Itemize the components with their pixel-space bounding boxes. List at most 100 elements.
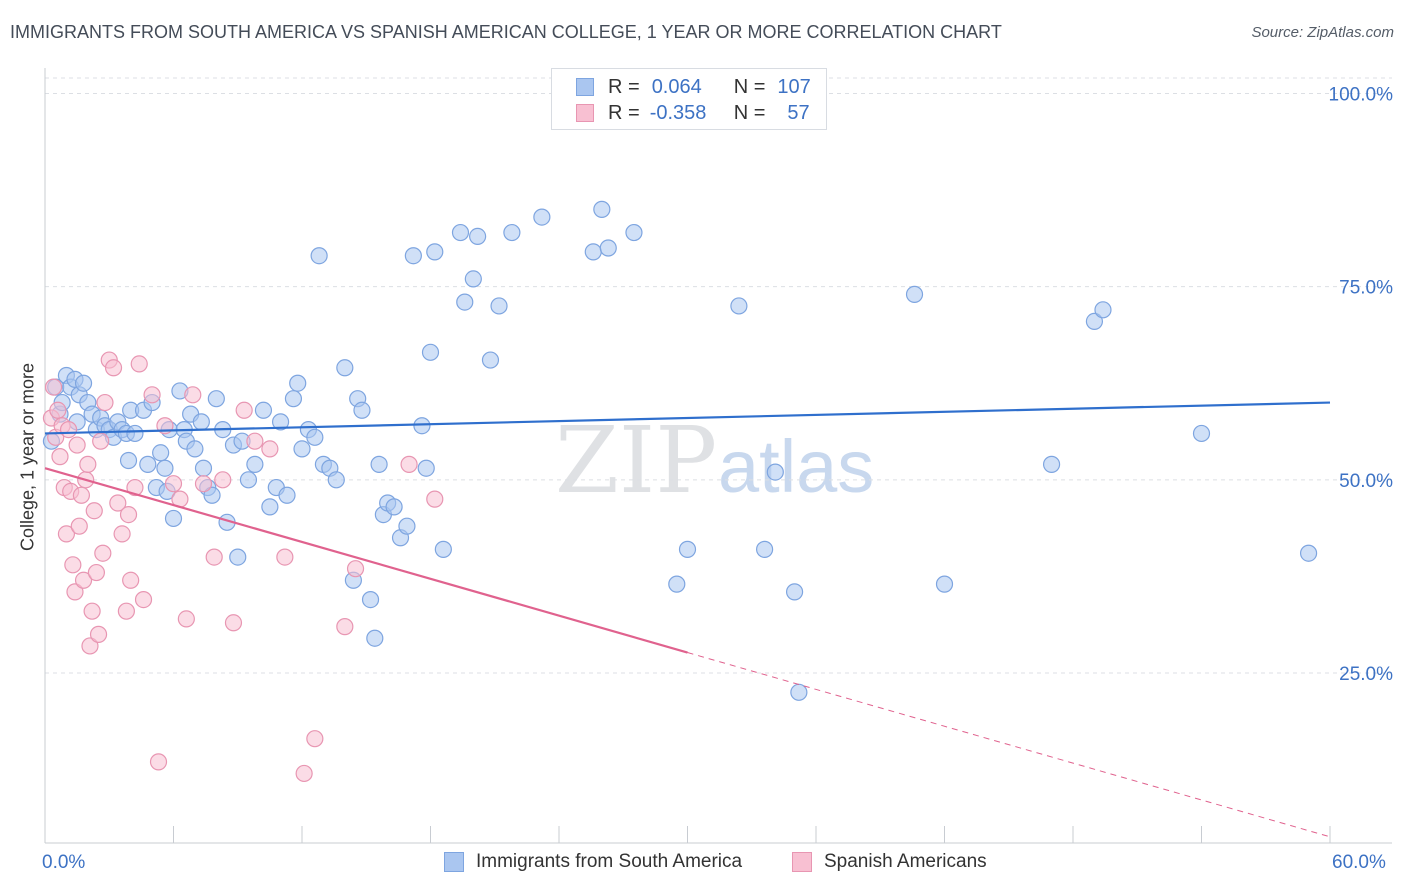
source-credit: Source: ZipAtlas.com	[1251, 24, 1394, 41]
point-south-america	[593, 200, 611, 218]
point-south-america	[678, 540, 697, 558]
point-south-america	[533, 208, 551, 226]
point-south-america	[584, 243, 602, 261]
series-name: Spanish Americans	[824, 851, 987, 872]
trendline-spanish-americans-dashed	[687, 652, 1331, 838]
point-south-america	[278, 486, 296, 504]
point-south-america	[119, 451, 138, 470]
point-south-america	[353, 401, 371, 419]
point-south-america	[421, 343, 440, 361]
point-spanish-americans	[51, 448, 69, 466]
point-spanish-americans	[306, 730, 324, 748]
point-spanish-americans	[346, 560, 365, 578]
point-south-america	[451, 223, 470, 242]
y-axis-label: College, 1 year or more	[17, 362, 38, 552]
point-spanish-americans	[134, 590, 153, 609]
legend-r-label: R =	[608, 75, 640, 98]
point-south-america	[935, 575, 954, 593]
y-tick-label: 25.0%	[1339, 664, 1393, 685]
point-south-america	[254, 401, 273, 419]
point-spanish-americans	[83, 602, 101, 620]
point-spanish-americans	[295, 764, 313, 783]
point-south-america	[434, 540, 452, 558]
point-south-america	[426, 243, 444, 261]
point-spanish-americans	[224, 614, 243, 632]
point-south-america	[599, 239, 617, 257]
legend-r-label: R =	[608, 101, 640, 124]
legend-n-value: 57	[787, 101, 810, 124]
x-tick-label-min: 0.0%	[42, 852, 86, 873]
trendline-spanish-americans	[44, 467, 688, 654]
point-south-america	[246, 455, 264, 473]
series-legend-south-america: Immigrants from South America	[444, 851, 742, 873]
point-spanish-americans	[113, 525, 131, 543]
point-spanish-americans	[92, 432, 110, 450]
watermark-atlas: atlas	[718, 425, 874, 508]
point-spanish-americans	[235, 401, 253, 419]
point-spanish-americans	[184, 386, 202, 404]
point-south-america	[203, 486, 221, 504]
point-south-america	[310, 247, 328, 265]
point-spanish-americans	[246, 432, 264, 450]
point-spanish-americans	[143, 386, 161, 404]
point-south-america	[1085, 312, 1104, 331]
point-south-america	[74, 374, 93, 392]
point-south-america	[261, 498, 279, 516]
point-spanish-americans	[85, 502, 103, 520]
point-south-america	[668, 575, 686, 593]
point-south-america	[126, 424, 144, 443]
point-south-america	[284, 390, 303, 408]
point-south-america	[139, 455, 157, 473]
point-south-america	[1042, 455, 1061, 473]
point-spanish-americans	[57, 525, 76, 543]
point-spanish-americans	[194, 475, 213, 493]
point-south-america	[192, 413, 210, 431]
point-south-america	[229, 548, 247, 566]
point-south-america	[327, 471, 345, 489]
point-south-america	[404, 247, 422, 265]
legend-row-spanish-americans: R = -0.358 N = 57	[576, 101, 810, 125]
point-south-america	[730, 297, 748, 315]
point-south-america	[1094, 301, 1112, 319]
point-spanish-americans	[59, 420, 78, 439]
legend-n-value: 107	[777, 75, 811, 98]
point-south-america	[361, 590, 380, 609]
point-spanish-americans	[126, 478, 144, 497]
legend-swatch-blue	[576, 78, 594, 96]
point-south-america	[156, 459, 174, 477]
series-swatch-pink	[792, 852, 812, 872]
x-tick-label-max: 60.0%	[1332, 852, 1386, 873]
point-spanish-americans	[336, 618, 354, 636]
trendline-south-america	[44, 401, 1331, 435]
point-spanish-americans	[117, 602, 135, 620]
point-spanish-americans	[74, 571, 93, 589]
point-spanish-americans	[400, 455, 418, 473]
point-spanish-americans	[79, 455, 97, 473]
watermark-zip: ZIP	[555, 407, 717, 514]
point-south-america	[1299, 544, 1318, 562]
series-swatch-blue	[444, 852, 464, 872]
legend-r-value: -0.358	[649, 101, 707, 124]
point-south-america	[1192, 424, 1211, 443]
point-south-america	[306, 428, 324, 446]
legend-swatch-pink	[576, 104, 594, 122]
point-south-america	[366, 629, 384, 647]
y-tick-label: 100.0%	[1329, 84, 1394, 105]
point-south-america	[293, 440, 311, 458]
point-south-america	[481, 351, 500, 369]
point-south-america	[785, 583, 804, 601]
point-south-america	[186, 440, 204, 458]
series-name: Immigrants from South America	[476, 851, 743, 872]
point-south-america	[625, 223, 643, 242]
point-spanish-americans	[72, 486, 91, 504]
point-spanish-americans	[87, 563, 106, 582]
point-spanish-americans	[119, 505, 138, 524]
point-south-america	[194, 459, 213, 477]
point-spanish-americans	[109, 494, 127, 512]
chart-title: IMMIGRANTS FROM SOUTH AMERICA VS SPANISH…	[10, 22, 1002, 42]
point-spanish-americans	[44, 378, 63, 396]
point-south-america	[456, 293, 474, 311]
legend-n-label: N =	[733, 101, 766, 124]
point-south-america	[755, 540, 774, 558]
